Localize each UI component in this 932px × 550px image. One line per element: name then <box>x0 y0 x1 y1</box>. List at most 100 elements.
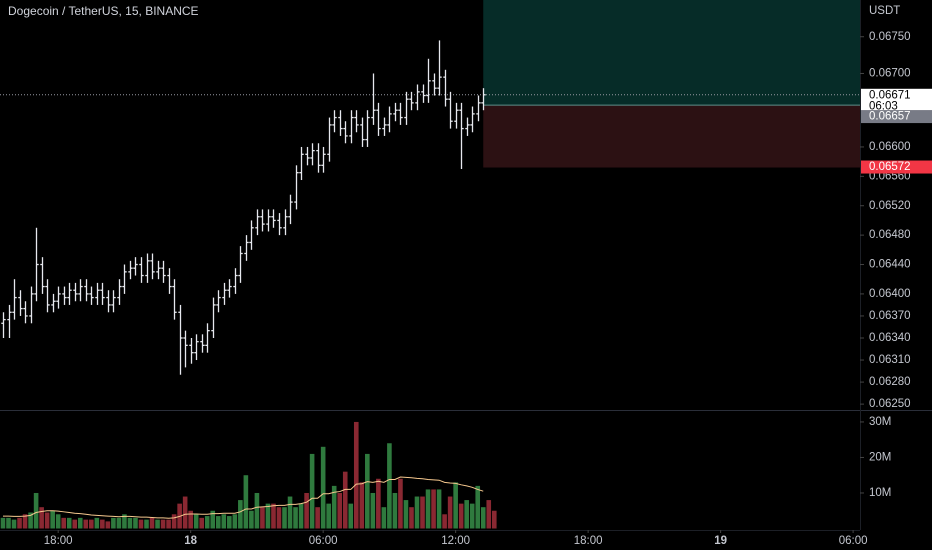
volume-bar <box>447 496 453 529</box>
volume-bar <box>304 492 309 529</box>
y-tick-label: 0.06310 <box>869 354 911 366</box>
volume-bar <box>271 503 276 529</box>
countdown-label: 06:03 <box>869 100 898 112</box>
volume-bar <box>365 453 370 529</box>
y-tick-label: 0.06370 <box>869 310 911 322</box>
volume-bar <box>403 500 409 529</box>
y-tick-label: 0.06400 <box>869 288 911 300</box>
volume-bar <box>392 492 398 529</box>
volume-bar <box>398 478 403 529</box>
y-tick-label: 0.06250 <box>869 398 911 410</box>
x-tick-label: 18 <box>184 535 197 547</box>
volume-bar <box>77 517 83 529</box>
volume-bar <box>491 510 497 529</box>
y-tick-label: 0.06480 <box>869 229 911 241</box>
volume-bar <box>436 489 442 529</box>
entry-price-label: 0.06657 <box>869 111 911 123</box>
y-tick-label: 0.06700 <box>869 68 911 80</box>
volume-bar <box>475 485 481 529</box>
volume-bar <box>171 514 177 529</box>
volume-bar <box>469 503 475 529</box>
volume-bar <box>199 517 205 529</box>
volume-bar <box>293 507 298 529</box>
target-zone <box>483 0 860 106</box>
volume-bar <box>33 492 39 529</box>
volume-bar <box>210 510 216 529</box>
volume-bar <box>149 517 155 529</box>
volume-bar <box>61 517 67 529</box>
volume-bar <box>353 421 359 529</box>
volume-bar <box>337 492 343 529</box>
volume-bar <box>39 507 44 529</box>
volume-bar <box>480 507 486 529</box>
volume-bar <box>160 519 166 529</box>
volume-bar <box>342 471 348 529</box>
volume-bar <box>116 517 122 529</box>
volume-bar <box>17 517 22 529</box>
volume-bar <box>265 503 271 529</box>
volume-bar <box>276 507 282 529</box>
volume-bar <box>138 519 144 529</box>
volume-bar <box>309 453 315 529</box>
volume-bar <box>22 514 28 529</box>
volume-bar <box>425 489 431 529</box>
stop-price-label: 0.06572 <box>869 161 911 173</box>
volume-bar <box>331 485 337 529</box>
y-tick-label: 0.06750 <box>869 31 911 43</box>
volume-bar <box>100 519 105 529</box>
volume-bar <box>238 500 243 529</box>
volume-bar <box>453 482 458 529</box>
stop-zone <box>483 105 860 168</box>
volume-bar <box>315 507 320 529</box>
last-price-label: 0.06671 <box>869 89 911 101</box>
stop-price-box <box>861 160 932 174</box>
volume-bar <box>50 510 55 529</box>
volume-bar <box>221 514 227 529</box>
volume-y-tick-label: 20M <box>869 451 891 463</box>
x-tick-label: 06:00 <box>839 535 868 547</box>
volume-bar <box>94 517 100 529</box>
entry-price-box <box>861 110 932 124</box>
last-price-box <box>861 88 932 113</box>
volume-bar <box>414 496 420 529</box>
volume-bar <box>122 514 127 529</box>
y-tick-label: 0.06520 <box>869 200 911 212</box>
volume-bar <box>458 503 464 529</box>
volume-bar <box>431 489 436 529</box>
volume-bar <box>215 516 221 529</box>
y-tick-label: 0.06340 <box>869 332 911 344</box>
volume-bar <box>486 500 492 529</box>
volume-bar <box>166 519 171 529</box>
volume-bar <box>282 507 287 529</box>
volume-bar <box>204 516 210 529</box>
volume-bar <box>193 514 199 529</box>
volume-bar <box>6 517 11 529</box>
volume-bar <box>420 496 425 529</box>
volume-bar <box>359 482 365 529</box>
volume-bar <box>243 475 249 529</box>
chart-title: Dogecoin / TetherUS, 15, BINANCE <box>8 4 199 18</box>
y-axis-label: USDT <box>869 5 900 17</box>
volume-bar <box>11 519 17 529</box>
y-tick-label: 0.06600 <box>869 141 911 153</box>
volume-bar <box>89 519 94 529</box>
volume-bar <box>0 517 6 529</box>
volume-bar <box>105 521 111 529</box>
volume-y-tick-label: 30M <box>869 416 891 428</box>
volume-bar <box>28 512 33 529</box>
volume-bar <box>409 507 414 529</box>
volume-bar <box>254 492 260 529</box>
volume-bar <box>232 514 238 529</box>
volume-bar <box>376 478 381 529</box>
volume-ma-line <box>2 476 484 519</box>
volume-bar <box>442 514 447 529</box>
volume-bar <box>249 510 254 529</box>
volume-bar <box>66 517 72 529</box>
y-tick-label: 0.06440 <box>869 259 911 271</box>
x-tick-label: 18:00 <box>574 535 603 547</box>
volume-bar <box>464 500 469 529</box>
volume-bar <box>55 514 61 529</box>
volume-bar <box>320 446 326 529</box>
volume-y-tick-label: 10M <box>869 487 891 499</box>
